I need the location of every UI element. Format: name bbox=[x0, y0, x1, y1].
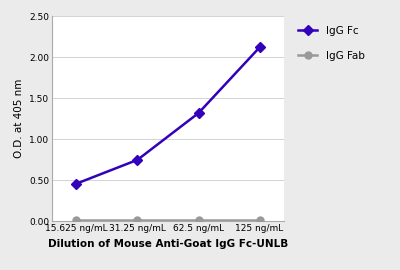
IgG Fab bbox=[196, 218, 201, 221]
IgG Fc bbox=[135, 158, 140, 161]
IgG Fc bbox=[74, 182, 79, 185]
Line: IgG Fc: IgG Fc bbox=[73, 44, 263, 187]
IgG Fc bbox=[257, 46, 262, 49]
IgG Fc bbox=[196, 112, 201, 115]
X-axis label: Dilution of Mouse Anti-Goat IgG Fc-UNLB: Dilution of Mouse Anti-Goat IgG Fc-UNLB bbox=[48, 239, 288, 249]
IgG Fab bbox=[257, 218, 262, 221]
Legend: IgG Fc, IgG Fab: IgG Fc, IgG Fab bbox=[298, 25, 364, 61]
IgG Fab bbox=[135, 218, 140, 221]
Y-axis label: O.D. at 405 nm: O.D. at 405 nm bbox=[14, 79, 24, 158]
Line: IgG Fab: IgG Fab bbox=[73, 216, 263, 223]
IgG Fab bbox=[74, 218, 79, 221]
